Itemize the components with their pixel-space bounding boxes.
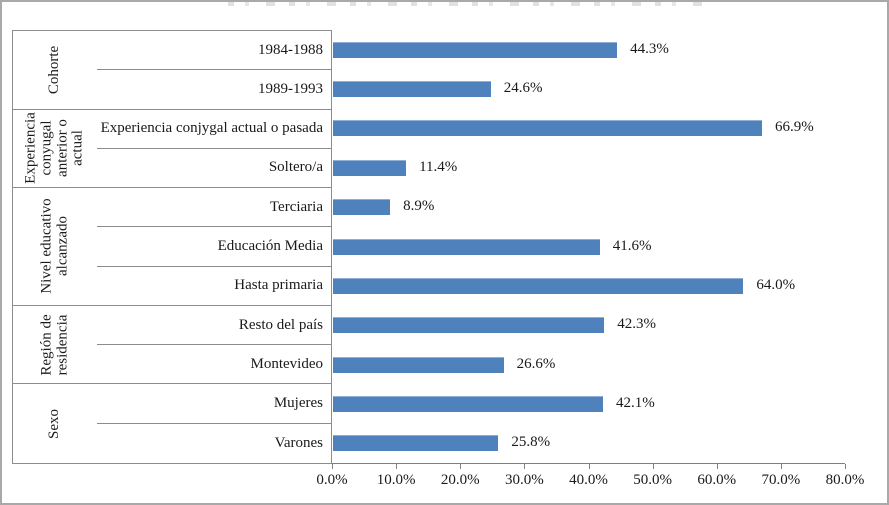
category-label-panel: Cohorte 1984-1988 1989-1993 Experiencia con… (12, 30, 332, 464)
x-tick-label: 50.0% (633, 472, 672, 488)
x-tick (332, 464, 333, 469)
bar (333, 435, 499, 452)
category-label: Resto del país (97, 306, 331, 346)
bar (333, 396, 603, 412)
x-tick (845, 464, 846, 469)
group-label-cell: Región de residencia (13, 306, 97, 385)
category-label: Hasta primaria (97, 267, 331, 306)
x-tick-label: 60.0% (697, 472, 737, 488)
x-tick-label: 40.0% (569, 472, 608, 488)
category-label: Montevideo (97, 345, 331, 385)
value-label: 66.9% (775, 119, 814, 136)
value-label: 25.8% (511, 434, 551, 451)
x-tick (652, 464, 654, 469)
x-tick (780, 464, 782, 469)
value-label: 44.3% (630, 40, 669, 57)
group-label-cell: Experiencia conyugal anterior o actual (13, 110, 97, 189)
x-tick-label: 30.0% (505, 472, 544, 488)
category-label: 1989-1993 (97, 70, 331, 110)
group-label: Sexo (46, 408, 63, 439)
bar (333, 356, 504, 373)
x-tick (396, 464, 398, 469)
x-tick-label: 80.0% (825, 472, 865, 488)
category-label: Soltero/a (97, 149, 331, 189)
x-tick (524, 464, 526, 469)
bar (333, 41, 618, 58)
bar (333, 120, 762, 137)
value-label: 11.4% (419, 158, 458, 175)
x-tick-label: 70.0% (761, 472, 801, 488)
group-label: Región de residencia (38, 314, 70, 376)
group-label: Nivel educativo alcanzado (38, 198, 70, 295)
value-label: 24.6% (503, 80, 543, 96)
bar (333, 199, 391, 216)
bar (333, 81, 491, 97)
x-tick-label: 20.0% (440, 472, 480, 488)
cropped-title-remnant (228, 2, 702, 6)
x-tick (588, 464, 590, 469)
group-label: Experiencia conyugal anterior o actual (22, 112, 86, 185)
category-label: 1984-1988 (97, 31, 331, 71)
value-label: 8.9% (403, 198, 435, 215)
bar (333, 277, 744, 294)
category-label: Mujeres (97, 384, 331, 424)
value-label: 64.0% (756, 276, 796, 293)
category-label: Experiencia conjygal actual o pasada (97, 110, 331, 149)
category-label: Terciaria (97, 188, 331, 228)
value-label: 42.1% (616, 395, 655, 411)
x-tick-label: 0.0% (316, 472, 348, 488)
bar (333, 159, 407, 176)
group-label-cell: Cohorte (13, 31, 97, 110)
value-label: 42.3% (617, 316, 656, 333)
category-label: Varones (274, 434, 323, 451)
x-axis: 0.0% 10.0% 20.0% 30.0% 40.0% 50.0% 60.0% 70.0% 8… (316, 464, 885, 503)
group-label-cell: Sexo (13, 384, 97, 463)
plot-area: 44.3% 24.6% 66.9% 11.4% 8.9% 41.6% 64.0% 42.3% 2… (332, 30, 845, 464)
bar (333, 238, 600, 255)
x-tick (460, 464, 462, 469)
group-label-cell: Nivel educativo alcanzado (13, 188, 97, 306)
x-tick-label: 10.0% (376, 472, 416, 488)
value-label: 41.6% (612, 237, 652, 254)
category-label: Educación Media (97, 227, 331, 267)
x-tick (716, 464, 718, 469)
bar (333, 317, 605, 334)
group-label: Cohorte (46, 45, 63, 94)
value-label: 26.6% (516, 355, 556, 372)
